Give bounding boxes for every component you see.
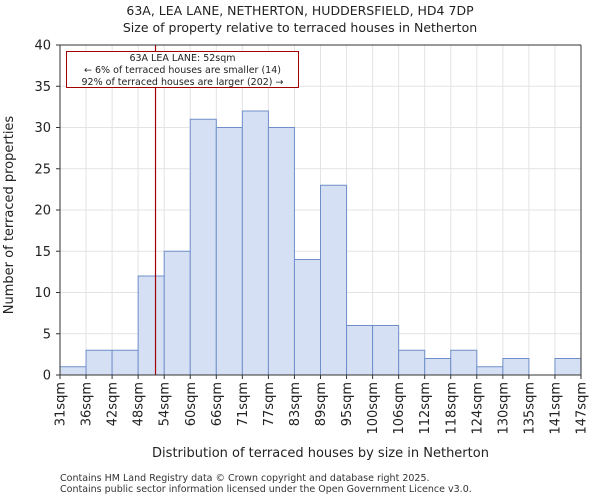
x-tick-label: 66sqm [210,382,225,426]
x-axis-label: Distribution of terraced houses by size … [152,446,489,461]
bar [320,184,348,376]
x-tick-label: 106sqm [392,382,407,435]
x-tick-label: 95sqm [340,382,355,426]
y-axis-label: Number of terraced properties [2,116,17,315]
bar [241,110,269,376]
bar [137,275,165,376]
chart-title-line1: 63A, LEA LANE, NETHERTON, HUDDERSFIELD, … [126,3,474,18]
footer: Contains HM Land Registry data © Crown c… [60,473,472,495]
bar [554,358,582,376]
x-tick-label: 112sqm [418,382,433,435]
x-tick-label: 77sqm [262,382,277,426]
annotation-line2: ← 6% of terraced houses are smaller (14) [84,65,281,76]
y-tick-label: 35 [34,80,51,95]
y-tick-label: 5 [43,327,51,342]
bar [424,358,452,376]
x-tick-label: 71sqm [236,382,251,426]
bar [85,349,113,376]
bar [450,349,478,376]
y-tick-label: 15 [34,245,51,260]
bar [59,366,87,376]
footer-line2: Contains public sector information licen… [60,484,472,495]
y-tick-label: 0 [43,369,51,384]
y-tick-label: 25 [34,162,51,177]
bar [163,250,191,376]
annotation-line1: 63A LEA LANE: 52sqm [129,53,236,64]
y-tick-label: 40 [34,39,51,54]
x-tick-label: 54sqm [158,382,173,426]
chart-title: 63A, LEA LANE, NETHERTON, HUDDERSFIELD, … [0,2,600,36]
x-tick-label: 124sqm [470,382,485,435]
bar [215,127,243,376]
footer-line1: Contains HM Land Registry data © Crown c… [60,473,430,484]
x-tick-label: 141sqm [548,382,563,435]
x-tick-label: 36sqm [80,382,95,426]
x-tick-label: 100sqm [366,382,381,435]
bar [189,118,217,376]
x-tick-label: 147sqm [575,382,590,435]
axes-layer [56,44,582,379]
y-tick-label: 30 [34,121,51,136]
y-tick-label: 10 [34,286,51,301]
bar [372,325,400,376]
x-tick-label: 135sqm [522,382,537,435]
annotation-line3: 92% of terraced houses are larger (202) … [81,77,284,88]
x-tick-label: 89sqm [314,382,329,426]
bar [293,259,322,376]
chart-title-line2: Size of property relative to terraced ho… [122,20,478,35]
bar [346,325,374,376]
bars-layer [59,110,582,376]
x-tick-label: 42sqm [106,382,121,426]
labels-layer: 0 5 10 15 20 25 30 35 40 31sqm 36sqm 42sqm 48sqm 54sq… [2,39,590,462]
x-tick-label: 118sqm [444,382,459,435]
bar [502,358,530,376]
x-tick-label: 83sqm [288,382,303,426]
bar [111,349,139,376]
bar [267,127,295,376]
y-tick-label: 20 [34,204,51,219]
x-tick-label: 48sqm [132,382,147,426]
x-tick-label: 31sqm [54,382,69,426]
x-tick-label: 130sqm [496,382,511,435]
bar [476,366,504,376]
x-tick-label: 60sqm [184,382,199,426]
annotation-box: 63A LEA LANE: 52sqm ← 6% of terraced hou… [66,51,299,88]
bar [398,349,426,376]
